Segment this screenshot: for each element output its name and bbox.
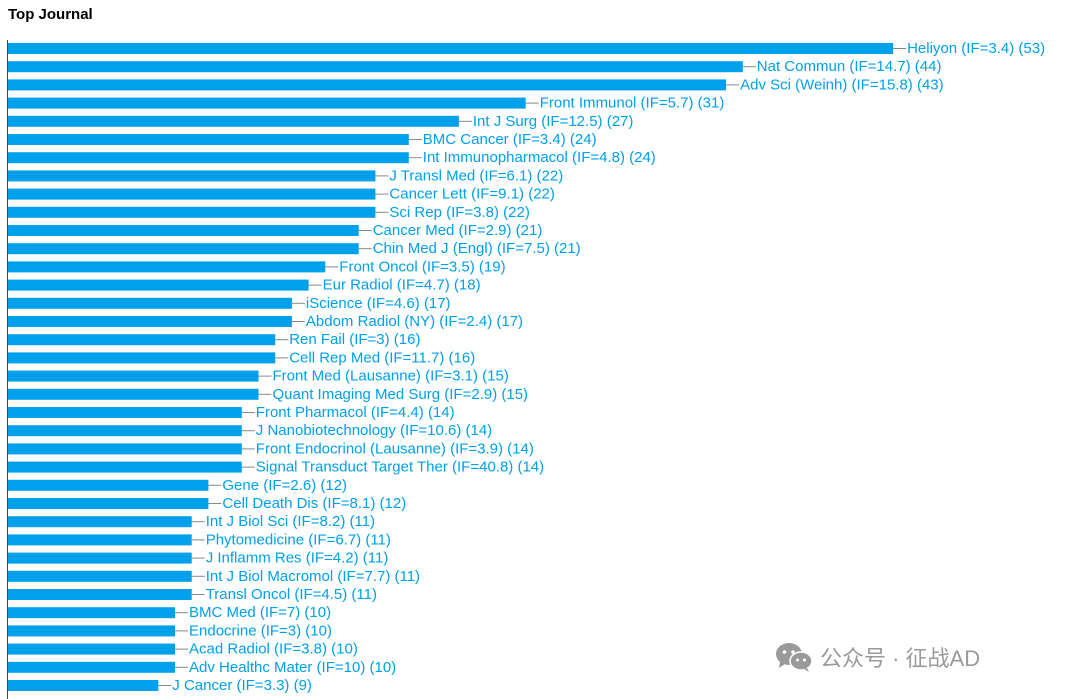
bar-label: Chin Med J (Engl) (IF=7.5) (21): [373, 240, 581, 257]
bars-group: Heliyon (IF=3.4) (53)Nat Commun (IF=14.7…: [8, 40, 1045, 694]
bar-label: Gene (IF=2.6) (12): [222, 477, 347, 494]
bar: [8, 443, 242, 455]
bar: [8, 243, 359, 255]
bar-label: Int J Biol Macromol (IF=7.7) (11): [206, 568, 420, 585]
bar: [8, 607, 175, 619]
bar: [8, 115, 459, 127]
bar-label: Ren Fail (IF=3) (16): [289, 331, 420, 348]
bar: [8, 97, 526, 109]
bar-label: Front Immunol (IF=5.7) (31): [540, 95, 725, 112]
bar: [8, 479, 209, 491]
bar: [8, 206, 376, 218]
bar: [8, 388, 259, 400]
bar: [8, 261, 326, 273]
bar-label: Acad Radiol (IF=3.8) (10): [189, 641, 358, 658]
bar-label: Eur Radiol (IF=4.7) (18): [323, 277, 481, 294]
bar: [8, 498, 209, 509]
bar-label: J Inflamm Res (IF=4.2) (11): [206, 550, 389, 567]
bar: [8, 643, 175, 655]
bar-label: Cancer Med (IF=2.9) (21): [373, 222, 543, 239]
bar: [8, 279, 309, 291]
bar: [8, 334, 276, 346]
wechat-icon: [776, 643, 813, 672]
watermark-text: 公众号 · 征战AD: [820, 646, 981, 671]
bar: [8, 370, 259, 382]
bar: [8, 661, 175, 673]
bar-label: Heliyon (IF=3.4) (53): [907, 40, 1045, 57]
bar: [8, 316, 292, 327]
bar: [8, 570, 192, 582]
bar: [8, 425, 242, 437]
bar: [8, 79, 727, 91]
bar: [8, 680, 159, 691]
bar: [8, 170, 376, 182]
bar: [8, 297, 292, 309]
bar: [8, 225, 359, 236]
bar: [8, 61, 743, 73]
bar-label: Endocrine (IF=3) (10): [189, 622, 332, 639]
bar: [8, 461, 242, 473]
bar-label: Transl Oncol (IF=4.5) (11): [206, 586, 377, 603]
bar-label: Front Pharmacol (IF=4.4) (14): [256, 404, 455, 421]
bar-label: Abdom Radiol (NY) (IF=2.4) (17): [306, 313, 523, 330]
bar: [8, 625, 175, 637]
bar-label: Quant Imaging Med Surg (IF=2.9) (15): [273, 386, 529, 403]
bar-label: Cell Rep Med (IF=11.7) (16): [289, 349, 475, 366]
bar-label: Sci Rep (IF=3.8) (22): [389, 204, 529, 221]
bar-label: Front Endocrinol (Lausanne) (IF=3.9) (14…: [256, 440, 534, 457]
bar: [8, 43, 894, 54]
bar-label: Adv Sci (Weinh) (IF=15.8) (43): [740, 76, 944, 93]
bar: [8, 407, 242, 418]
bar-label: Nat Commun (IF=14.7) (44): [757, 58, 942, 75]
bar: [8, 188, 376, 200]
bar-label: Front Med (Lausanne) (IF=3.1) (15): [273, 368, 509, 385]
bar-label: Signal Transduct Target Ther (IF=40.8) (…: [256, 459, 544, 476]
bar: [8, 152, 409, 164]
bar-label: Phytomedicine (IF=6.7) (11): [206, 531, 391, 548]
bar-label: J Nanobiotechnology (IF=10.6) (14): [256, 422, 492, 439]
bar-label: J Transl Med (IF=6.1) (22): [389, 167, 563, 184]
chart-title: Top Journal: [8, 6, 93, 23]
bar: [8, 534, 192, 546]
bar-label: Adv Healthc Mater (IF=10) (10): [189, 659, 396, 676]
bar-label: J Cancer (IF=3.3) (9): [172, 677, 312, 694]
bar-label: Cell Death Dis (IF=8.1) (12): [222, 495, 406, 512]
bar-label: Cancer Lett (IF=9.1) (22): [389, 186, 554, 203]
bar: [8, 134, 409, 145]
bar-label: Int Immunopharmacol (IF=4.8) (24): [423, 149, 656, 166]
bar: [8, 552, 192, 564]
bar-label: BMC Cancer (IF=3.4) (24): [423, 131, 597, 148]
bar: [8, 352, 276, 364]
bar-label: Int J Biol Sci (IF=8.2) (11): [206, 513, 375, 530]
bar-label: iScience (IF=4.6) (17): [306, 295, 451, 312]
bar-label: BMC Med (IF=7) (10): [189, 604, 331, 621]
watermark: 公众号 · 征战AD: [774, 641, 980, 673]
bar: [8, 589, 192, 600]
bar-label: Int J Surg (IF=12.5) (27): [473, 113, 633, 130]
bar: [8, 516, 192, 528]
bar-label: Front Oncol (IF=3.5) (19): [339, 258, 505, 275]
